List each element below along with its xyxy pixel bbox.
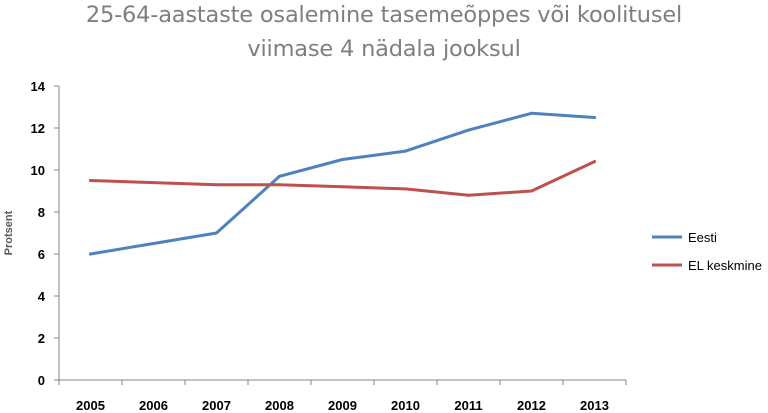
data-point-eesti bbox=[530, 111, 533, 115]
y-tick-label: 2 bbox=[38, 331, 45, 346]
x-tick-label: 2009 bbox=[328, 398, 357, 413]
y-tick-label: 4 bbox=[38, 289, 46, 304]
data-point-eesti bbox=[152, 242, 155, 245]
data-point-eesti bbox=[341, 158, 344, 161]
data-point-el-keskmine bbox=[593, 160, 596, 164]
series-line-el-keskmine bbox=[89, 160, 596, 197]
x-tick-label: 2012 bbox=[517, 398, 546, 413]
data-point-eesti bbox=[89, 252, 92, 256]
x-tick-label: 2013 bbox=[580, 398, 609, 413]
data-point-el-keskmine bbox=[215, 183, 218, 187]
data-point-eesti bbox=[278, 174, 281, 178]
chart-title-line-1: 25-64-aastaste osalemine tasemeõppes või… bbox=[85, 2, 683, 28]
x-tick-label: 2006 bbox=[139, 398, 168, 413]
data-point-el-keskmine bbox=[152, 181, 155, 185]
y-tick-label: 14 bbox=[31, 79, 46, 94]
x-tick-label: 2010 bbox=[391, 398, 420, 413]
legend-label: EL keskmine bbox=[688, 258, 762, 273]
x-tick-label: 2011 bbox=[454, 398, 482, 413]
data-point-el-keskmine bbox=[341, 185, 344, 189]
y-tick-label: 10 bbox=[31, 163, 45, 178]
legend-label: Eesti bbox=[688, 230, 717, 245]
data-point-eesti bbox=[215, 231, 218, 235]
x-tick-label: 2005 bbox=[76, 398, 105, 413]
data-point-el-keskmine bbox=[530, 189, 533, 193]
data-point-el-keskmine bbox=[467, 193, 470, 197]
data-point-el-keskmine bbox=[89, 179, 92, 182]
y-tick-label: 6 bbox=[38, 247, 45, 262]
y-tick-label: 12 bbox=[31, 121, 45, 136]
data-point-eesti bbox=[404, 149, 407, 153]
data-point-el-keskmine bbox=[278, 183, 281, 187]
y-tick-label: 0 bbox=[38, 373, 45, 388]
data-point-eesti bbox=[593, 116, 596, 119]
data-point-el-keskmine bbox=[404, 187, 407, 191]
x-tick-label: 2008 bbox=[265, 398, 294, 413]
x-tick-label: 2007 bbox=[202, 398, 231, 413]
y-tick-label: 8 bbox=[38, 205, 45, 220]
y-axis-label: Protsent bbox=[3, 210, 15, 255]
chart-title-line-2: viimase 4 nädala jooksul bbox=[247, 36, 521, 62]
data-point-eesti bbox=[467, 128, 470, 132]
